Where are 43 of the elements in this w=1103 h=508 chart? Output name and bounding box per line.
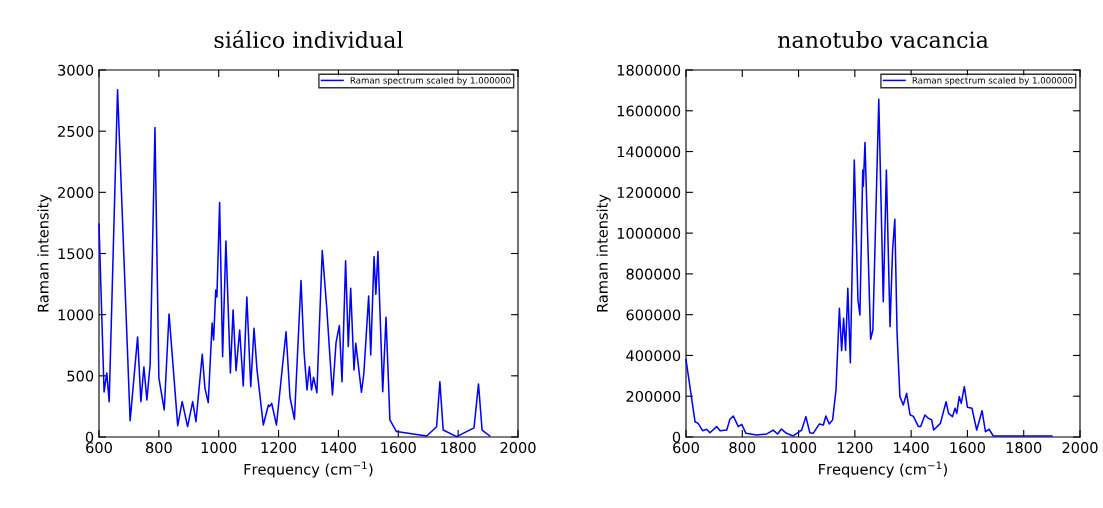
y-axis-title: Raman intensity <box>596 194 611 312</box>
x-tick-label: 1800 <box>1006 442 1042 454</box>
y-tick-label: 200000 <box>626 390 681 402</box>
y-tick-label: 1600000 <box>617 105 681 117</box>
x-tick-label: 2000 <box>500 442 536 454</box>
x-tick-label: 800 <box>145 442 172 454</box>
y-axis-title: Raman intensity <box>37 194 52 312</box>
x-tick-label: 1800 <box>441 442 476 454</box>
y-tick-label: 1800000 <box>617 64 681 76</box>
y-tick-label: 0 <box>672 431 681 443</box>
y-tick-label: 1400000 <box>617 146 681 158</box>
x-tick-label: 800 <box>729 442 756 454</box>
x-tick-label: 1600 <box>381 442 416 454</box>
chart-title: siálico individual <box>214 30 403 49</box>
x-tick-label: 1400 <box>894 442 929 454</box>
y-tick-label: 2500 <box>58 125 94 137</box>
y-tick-label: 1500 <box>58 248 94 260</box>
y-tick-label: 2000 <box>58 187 94 199</box>
x-axis-title: Frequency (cm$^{−1}$) <box>244 461 373 478</box>
x-tick-label: 2000 <box>1062 442 1098 454</box>
y-tick-label: 1000 <box>58 309 94 321</box>
y-tick-label: 400000 <box>626 350 681 362</box>
x-tick-label: 1600 <box>950 442 986 454</box>
x-tick-label: 1200 <box>837 442 873 454</box>
line-series <box>98 89 491 438</box>
y-tick-label: 1000000 <box>617 227 681 239</box>
x-tick-label: 600 <box>673 442 699 454</box>
chart-title: nanotubo vacancia <box>777 30 989 49</box>
y-tick-label: 1200000 <box>617 187 681 199</box>
y-tick-label: 600000 <box>626 309 681 321</box>
x-axis-title: Frequency (cm$^{−1}$) <box>819 461 947 478</box>
y-tick-label: 500 <box>67 370 94 382</box>
y-tick-label: 0 <box>85 431 94 443</box>
x-tick-label: 1400 <box>321 442 357 454</box>
x-tick-label: 1000 <box>781 442 817 454</box>
x-tick-label: 1200 <box>261 442 297 454</box>
y-tick-label: 800000 <box>626 268 681 280</box>
x-tick-label: 1000 <box>201 442 237 454</box>
y-tick-label: 3000 <box>58 64 94 76</box>
legend-label: Raman spectrum scaled by 1.000000 <box>350 76 511 86</box>
legend-label: Raman spectrum scaled by 1.000000 <box>912 76 1073 86</box>
x-tick-label: 600 <box>86 442 112 454</box>
line-series <box>685 98 1053 437</box>
